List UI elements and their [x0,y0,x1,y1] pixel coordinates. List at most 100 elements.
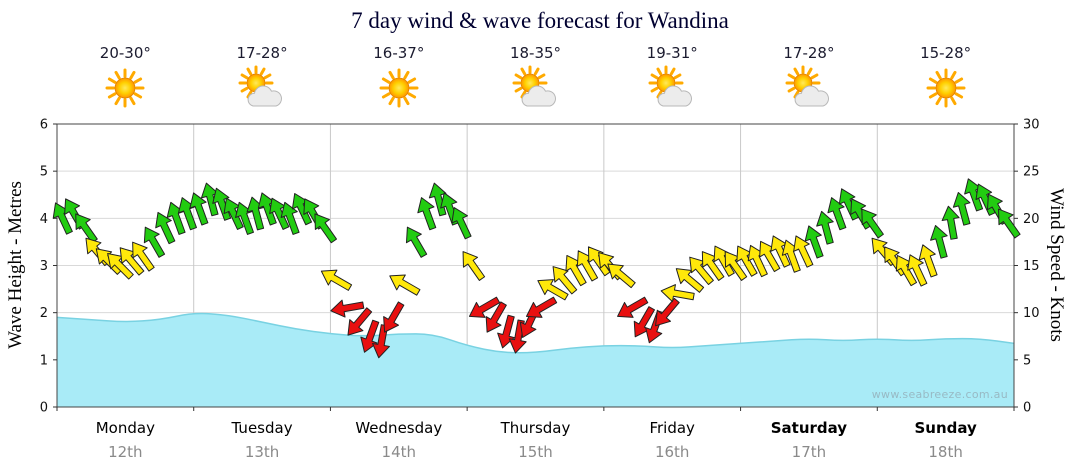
wind-arrow [827,197,847,231]
wind-arrow [861,208,884,239]
wind-arrow [576,250,599,282]
wind-arrow [736,245,758,277]
partly-cloudy-icon [754,65,864,111]
wave-tick-label: 1 [40,353,48,368]
day-temp-range: 20-30° [99,44,151,62]
wind-tick-label: 15 [1023,259,1040,274]
wind-arrow [155,211,176,245]
partly-cloudy-icon [617,65,727,111]
wind-arrow [918,244,938,278]
wind-arrow [724,251,748,281]
day-header-friday: 19-31° [617,44,727,111]
wave-area [57,313,1014,407]
day-header-monday: 20-30° [70,44,180,111]
wave-line [56,312,1015,354]
wind-arrow [405,226,428,258]
wind-arrow [75,213,98,244]
wave-tick-label: 0 [40,401,48,416]
day-temp-range: 19-31° [646,44,698,62]
wind-arrow [816,210,834,245]
wind-arrow [895,254,918,287]
wind-arrow [941,205,960,240]
wind-arrow [189,192,209,226]
wave-tick-label: 2 [40,306,48,321]
day-date-label: 15th [518,443,553,461]
wind-arrow [451,207,472,240]
wind-arrow [485,301,507,333]
day-header-sunday: 15-28° [891,44,1001,111]
wind-arrow [660,284,695,303]
wind-arrow [565,254,587,287]
wind-arrow [107,252,134,280]
wind-tick-label: 30 [1023,118,1040,133]
day-name-label: Friday [649,419,695,437]
wind-arrow [952,191,971,226]
wind-tick-label: 10 [1023,306,1040,321]
wind-arrow [552,266,578,295]
sunny-icon [344,65,454,111]
wind-arrow [607,263,636,289]
wind-arrow [462,251,486,281]
wave-tick-label: 5 [40,165,48,180]
wind-arrow [320,269,353,291]
wind-arrow [701,251,725,281]
wind-arrow [468,296,501,318]
wave-tick-label: 3 [40,259,48,274]
day-name-label: Tuesday [231,419,293,437]
partly-cloudy-icon [481,65,591,111]
wind-arrow [617,296,649,318]
wind-arrow [314,213,337,244]
wind-arrow [347,307,373,336]
wind-arrow [383,301,405,333]
day-name-label: Wednesday [355,419,443,437]
wind-arrow [132,241,155,272]
day-name-label: Sunday [914,419,977,437]
wind-arrow [675,268,705,293]
wind-tick-label: 0 [1023,401,1031,416]
day-date-label: 16th [654,443,690,461]
sunny-icon [70,65,180,111]
wind-arrow [389,274,421,296]
wind-arrows [52,178,1021,359]
day-temp-range: 17-28° [783,44,835,62]
day-date-label: 17th [791,443,827,461]
wind-arrow [689,256,714,286]
wind-tick-label: 20 [1023,212,1040,227]
wind-arrow [280,201,300,235]
wind-arrow [372,324,390,359]
wind-arrow [537,279,569,301]
day-temp-range: 16-37° [373,44,425,62]
day-header-tuesday: 17-28° [207,44,317,111]
wave-tick-label: 6 [40,118,48,133]
wind-arrow [417,197,437,231]
day-name-label: Thursday [500,419,571,437]
wind-arrow [907,254,928,287]
wind-tick-label: 25 [1023,165,1040,180]
wind-arrow [930,224,948,259]
wind-arrow [119,247,145,276]
wind-arrow [330,299,365,318]
axis-ticks: 0 1 2 3 4 5 6 0 5 10 15 20 25 30 [40,118,1040,416]
wind-arrow [804,225,824,259]
day-date-label: 12th [108,443,143,461]
day-header-saturday: 17-28° [754,44,864,111]
wind-arrow [998,208,1021,239]
wind-arrow [759,240,781,273]
day-date-label: 18th [928,443,963,461]
wind-arrow [200,182,219,217]
day-header-thursday: 18-35° [481,44,591,111]
day-date-label: 13th [244,443,280,461]
day-name-label: Saturday [770,419,848,437]
partly-cloudy-icon [207,65,317,111]
chart-title: 7 day wind & wave forecast for Wandina [351,8,729,33]
wind-arrow [793,235,814,268]
day-temp-range: 17-28° [236,44,288,62]
sunny-icon [891,65,1001,111]
day-temp-range: 15-28° [920,44,972,62]
wind-arrow [713,245,735,277]
wind-arrow [525,296,558,318]
watermark: www.seabreeze.com.au [871,388,1008,401]
wave-tick-label: 4 [40,212,48,227]
day-temp-range: 18-35° [509,44,562,62]
